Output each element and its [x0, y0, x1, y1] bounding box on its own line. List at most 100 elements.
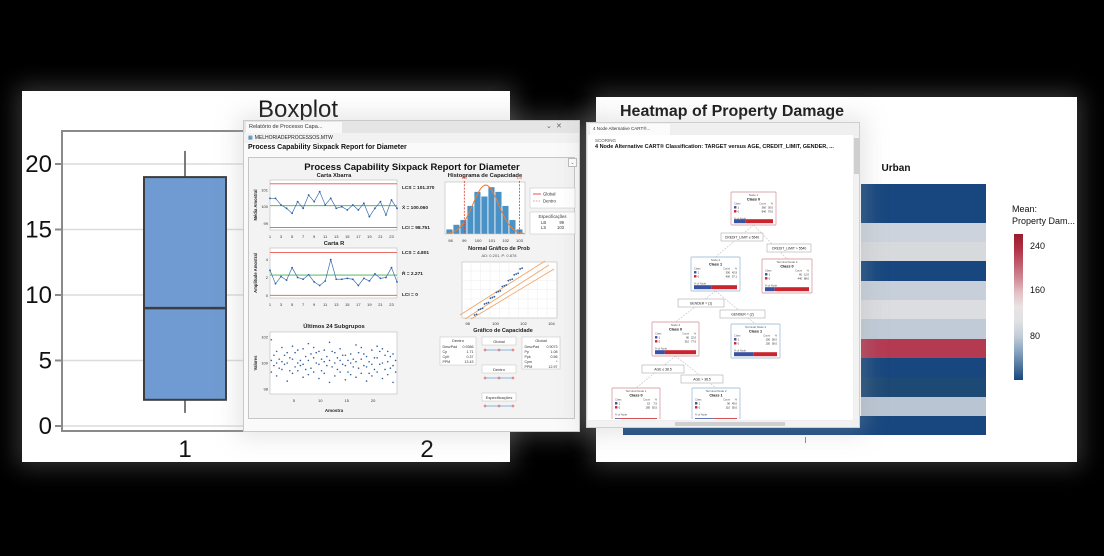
svg-text:11: 11	[323, 302, 328, 307]
svg-text:17: 17	[356, 234, 361, 239]
svg-text:%: %	[807, 269, 810, 273]
svg-text:0: 0	[699, 406, 701, 410]
svg-text:Dentro: Dentro	[543, 199, 557, 204]
horizontal-scrollbar[interactable]	[589, 421, 851, 427]
svg-text:Class: Class	[655, 332, 662, 336]
svg-text:%: %	[775, 334, 778, 338]
svg-text:1: 1	[269, 302, 272, 307]
svg-text:100: 100	[261, 361, 268, 366]
svg-text:21: 21	[378, 234, 383, 239]
svg-text:Terminal Node 1: Terminal Node 1	[625, 389, 646, 393]
capability-window-tab[interactable]: Relatório de Processo Capa...	[246, 122, 342, 133]
heatmap-axis-tick	[805, 437, 806, 443]
svg-text:Pp: Pp	[525, 350, 529, 354]
svg-text:13.43: 13.43	[465, 360, 474, 364]
svg-text:AGE > 38.5: AGE > 38.5	[693, 378, 711, 382]
svg-text:Process Capability Sixpack Rep: Process Capability Sixpack Report for Di…	[304, 162, 520, 173]
svg-text:Amostra: Amostra	[325, 408, 344, 413]
cart-window: 4 Node Alternative CART®... SCORING 4 No…	[586, 122, 860, 428]
svg-text:360: 360	[762, 206, 767, 210]
svg-text:0: 0	[738, 210, 740, 214]
scrollbar-thumb[interactable]	[854, 138, 859, 174]
collapse-icon[interactable]: ⌄	[546, 123, 552, 130]
svg-text:Count: Count	[643, 398, 650, 402]
heatmap-cells-column	[861, 184, 986, 436]
svg-text:Count: Count	[723, 398, 730, 402]
capability-sixpack-charts: Process Capability Sixpack Report for Di…	[253, 162, 576, 413]
svg-text:Terminal Node 2: Terminal Node 2	[705, 389, 726, 393]
svg-text:15: 15	[344, 398, 349, 403]
svg-text:Class 1: Class 1	[709, 394, 722, 398]
svg-text:Carta Xbarra: Carta Xbarra	[317, 173, 353, 179]
svg-text:Global: Global	[543, 192, 555, 197]
heatmap-column-header: Urban	[881, 163, 911, 174]
svg-text:1: 1	[699, 402, 701, 406]
svg-text:Node 1: Node 1	[749, 193, 759, 197]
svg-text:Normal Gráfico de Prob: Normal Gráfico de Prob	[468, 246, 530, 252]
svg-text:Class 0: Class 0	[669, 328, 682, 332]
scroll-down-button[interactable]: ⌄	[568, 158, 577, 167]
svg-text:5: 5	[39, 348, 52, 375]
svg-text:0: 0	[698, 275, 700, 279]
capability-heading: Process Capability Sixpack Report for Di…	[248, 144, 407, 151]
svg-text:101: 101	[261, 188, 268, 193]
svg-text:150: 150	[766, 338, 771, 342]
svg-text:30.0: 30.0	[768, 206, 774, 210]
svg-text:Amplitude Amostral: Amplitude Amostral	[253, 253, 258, 293]
heatmap-cell	[861, 357, 986, 378]
svg-text:Class: Class	[694, 267, 701, 271]
capability-report-window: Relatório de Processo Capa... ⌄ ✕ ▦ MELHO…	[243, 120, 580, 432]
svg-text:PPM: PPM	[525, 365, 533, 369]
svg-text:23: 23	[389, 302, 394, 307]
heatmap-legend-title-line1: Mean:	[1012, 204, 1038, 214]
svg-text:1: 1	[619, 402, 621, 406]
svg-text:Class 1: Class 1	[749, 330, 762, 334]
svg-text:0: 0	[769, 277, 771, 281]
heatmap-cell	[861, 184, 986, 204]
cart-window-tab[interactable]: 4 Node Alternative CART®...	[590, 124, 670, 135]
heatmap-legend-title-line2: Property Dam...	[1012, 216, 1076, 226]
svg-text:Ppk: Ppk	[525, 355, 531, 359]
scrollbar-thumb[interactable]	[675, 422, 785, 426]
svg-text:99: 99	[559, 220, 564, 225]
svg-text:23: 23	[389, 234, 394, 239]
heatmap-cell	[861, 280, 986, 300]
svg-text:104: 104	[548, 321, 555, 326]
heatmap-cell	[861, 222, 986, 242]
svg-text:Count: Count	[759, 202, 766, 206]
heatmap-cell	[861, 241, 986, 262]
svg-text:92.5: 92.5	[652, 406, 658, 410]
svg-text:5: 5	[293, 398, 296, 403]
svg-text:% of Node: % of Node	[695, 412, 708, 416]
cart-content-area: SCORING 4 Node Alternative CART® Classif…	[588, 135, 853, 420]
svg-text:Especificações: Especificações	[486, 395, 513, 400]
svg-text:55.0: 55.0	[732, 406, 738, 410]
svg-text:% of Node: % of Node	[694, 281, 707, 285]
cart-decision-tree: CREDIT_LIMIT ≤ 5540 CREDIT_LIMIT > 5540 GE…	[611, 191, 813, 419]
svg-text:Node 2: Node 2	[711, 258, 721, 262]
vertical-scrollbar[interactable]	[854, 136, 859, 419]
svg-text:Class: Class	[734, 334, 741, 338]
svg-text:Class: Class	[695, 398, 702, 402]
svg-text:Média Amostral: Média Amostral	[253, 189, 258, 220]
svg-text:10: 10	[25, 282, 52, 309]
svg-text:0: 0	[619, 406, 621, 410]
svg-text:Count: Count	[763, 334, 770, 338]
svg-text:22.5: 22.5	[691, 336, 697, 340]
svg-text:1: 1	[738, 338, 740, 342]
heatmap-legend-tick-240: 240	[1030, 241, 1046, 251]
heatmap-legend-tick-80: 80	[1030, 331, 1041, 341]
svg-text:13: 13	[334, 302, 339, 307]
svg-text:Cp: Cp	[443, 350, 448, 354]
svg-text:0.56: 0.56	[551, 355, 558, 359]
svg-text:DesvPad: DesvPad	[443, 345, 458, 349]
close-icon[interactable]: ✕	[556, 123, 562, 130]
cart-heading: 4 Node Alternative CART® Classification:…	[595, 144, 834, 150]
heatmap-cell	[861, 299, 986, 320]
svg-text:1: 1	[269, 234, 272, 239]
svg-text:1: 1	[698, 271, 700, 275]
svg-text:LS: LS	[517, 175, 522, 180]
boxplot-chart-title: Boxplot	[258, 96, 339, 123]
svg-text:185: 185	[646, 406, 651, 410]
worksheet-bar: ▦ MELHORIADEPROCESSOS.MTW	[244, 133, 579, 143]
